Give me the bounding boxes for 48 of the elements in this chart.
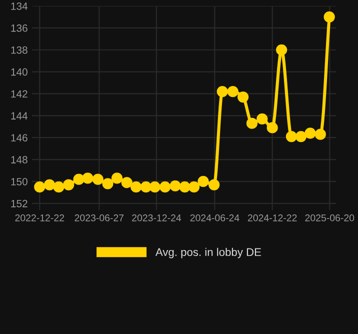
y-tick-label: 142: [11, 90, 28, 98]
point: [188, 181, 200, 193]
point: [140, 181, 152, 193]
point: [227, 86, 238, 98]
point: [276, 44, 288, 56]
point: [237, 91, 249, 103]
y-tick-label: 144: [11, 112, 28, 120]
point: [63, 179, 74, 190]
point: [179, 181, 190, 193]
point: [92, 174, 104, 185]
y-tick-label: 138: [11, 46, 28, 54]
y-tick-label: 134: [11, 2, 28, 10]
y-tick-label: 136: [11, 24, 28, 32]
point: [208, 179, 220, 190]
y-tick-label: 140: [11, 68, 28, 76]
point: [246, 118, 258, 129]
point: [198, 176, 209, 188]
point: [160, 181, 171, 193]
point: [44, 179, 56, 190]
point: [266, 122, 278, 134]
x-tick-label: 2024-06-24: [190, 214, 240, 222]
point: [256, 113, 268, 125]
legend-label: Avg. pos. in lobby DE: [155, 248, 261, 258]
point: [295, 130, 307, 142]
point: [324, 11, 335, 23]
point: [314, 128, 326, 140]
point: [304, 128, 316, 139]
x-tick-label: 2024-12-22: [248, 214, 297, 222]
point: [53, 181, 64, 193]
point: [286, 130, 297, 142]
y-tick-label: 152: [11, 200, 28, 208]
point: [149, 181, 160, 193]
y-tick-label: 150: [11, 178, 28, 186]
x-tick-label: 2022-12-22: [15, 214, 64, 222]
x-tick-label: 2023-06-27: [74, 214, 124, 222]
y-tick-label: 146: [11, 134, 28, 142]
point: [170, 180, 181, 192]
point: [82, 172, 94, 184]
point: [102, 178, 114, 190]
point: [121, 177, 132, 188]
x-tick-label: 2025-06-20: [305, 214, 354, 222]
point: [34, 181, 46, 193]
point: [111, 172, 123, 184]
point: [130, 181, 142, 193]
point: [216, 86, 228, 98]
x-tick-label: 2023-12-24: [132, 214, 182, 222]
point: [73, 174, 84, 185]
y-tick-label: 148: [11, 156, 28, 164]
